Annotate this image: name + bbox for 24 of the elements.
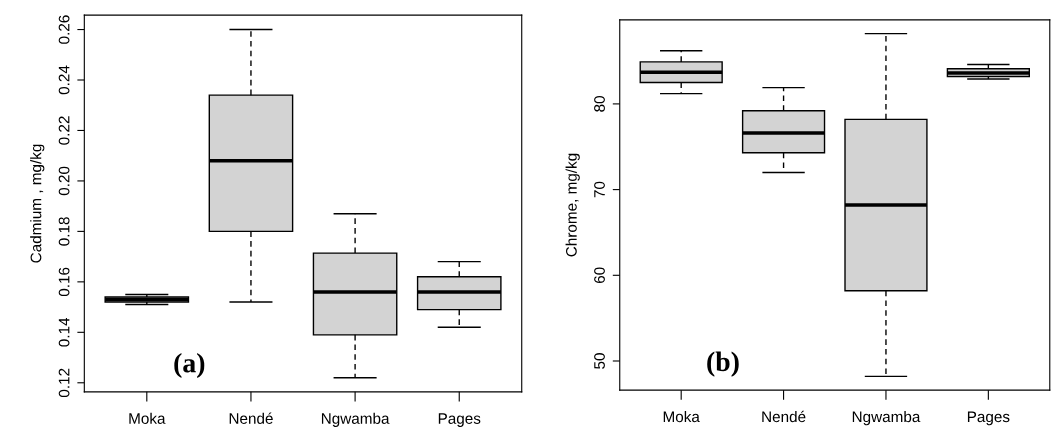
- y-tick-label: 0.22: [58, 116, 70, 145]
- x-tick-label: Moka: [663, 410, 700, 423]
- annotation: (a): [174, 352, 205, 379]
- y-tick-label: 0.24: [58, 65, 70, 95]
- x-tick-label: Nendé: [762, 410, 806, 423]
- y-axis-title: Chrome, mg/kg: [565, 153, 580, 257]
- y-tick-label: 0.26: [58, 15, 70, 44]
- x-tick-label: Ngwamba: [321, 412, 390, 427]
- x-tick-label: Nendé: [229, 412, 273, 424]
- x-tick-label: Pages: [438, 413, 481, 427]
- y-tick-label: 50: [594, 353, 605, 369]
- y-tick-label: 70: [594, 181, 605, 198]
- annotation: (b): [707, 351, 739, 377]
- y-axis-title: Cadmium , mg/kg: [30, 144, 45, 263]
- y-tick-label: 0.18: [58, 217, 70, 246]
- y-tick-label: 80: [594, 96, 605, 112]
- y-tick-label: 60: [594, 267, 605, 284]
- x-tick-label: Moka: [129, 412, 166, 424]
- y-tick-label: 0.16: [58, 267, 70, 297]
- x-tick-label: Pages: [967, 411, 1010, 426]
- y-tick-label: 0.12: [58, 368, 70, 398]
- y-tick-label: 0.20: [58, 166, 70, 196]
- x-tick-label: Ngwamba: [852, 410, 921, 426]
- y-tick-label: 0.14: [58, 317, 70, 347]
